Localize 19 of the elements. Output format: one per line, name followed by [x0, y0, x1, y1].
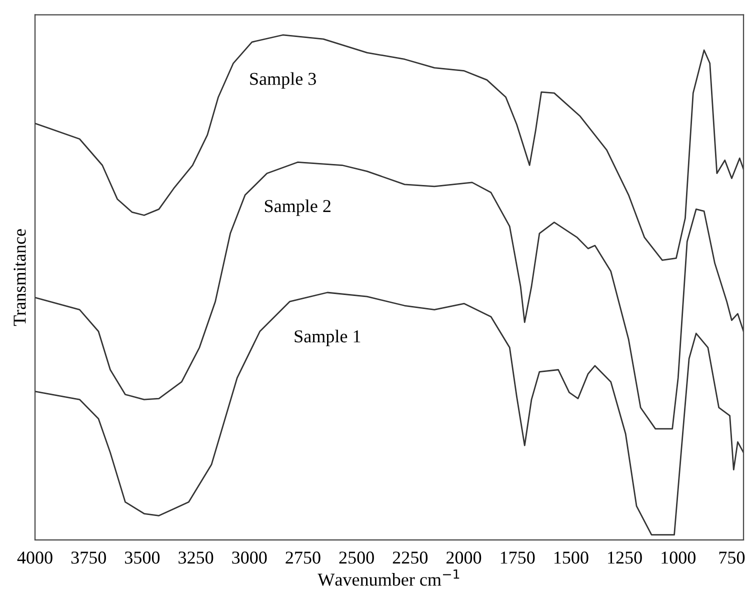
series-label: Sample 3: [250, 72, 316, 89]
x-tick-label: 2500: [339, 552, 374, 564]
series-label: Sample 2: [264, 199, 330, 216]
x-tick-label: 3250: [178, 552, 214, 564]
x-tick-label: 1000: [662, 552, 696, 564]
x-tick-label: 2000: [446, 552, 482, 564]
x-tick-label: 3500: [125, 552, 160, 564]
x-tick-label: 750: [719, 552, 745, 564]
x-axis-title: Wavenumber cm$^{−1}$: [318, 569, 460, 586]
series-label: Sample 1: [294, 330, 360, 346]
x-tick-label: 1250: [608, 552, 642, 564]
x-tick-label: 2750: [286, 552, 320, 564]
y-axis-title: Transmitance: [14, 229, 26, 326]
x-tick-label: 1750: [500, 552, 535, 564]
x-tick-label: 3750: [71, 552, 106, 564]
x-tick-label: 3000: [232, 552, 267, 564]
x-tick-label: 1500: [554, 552, 588, 564]
x-tick-label: 4000: [17, 552, 52, 564]
x-tick-label: 2250: [392, 552, 428, 564]
